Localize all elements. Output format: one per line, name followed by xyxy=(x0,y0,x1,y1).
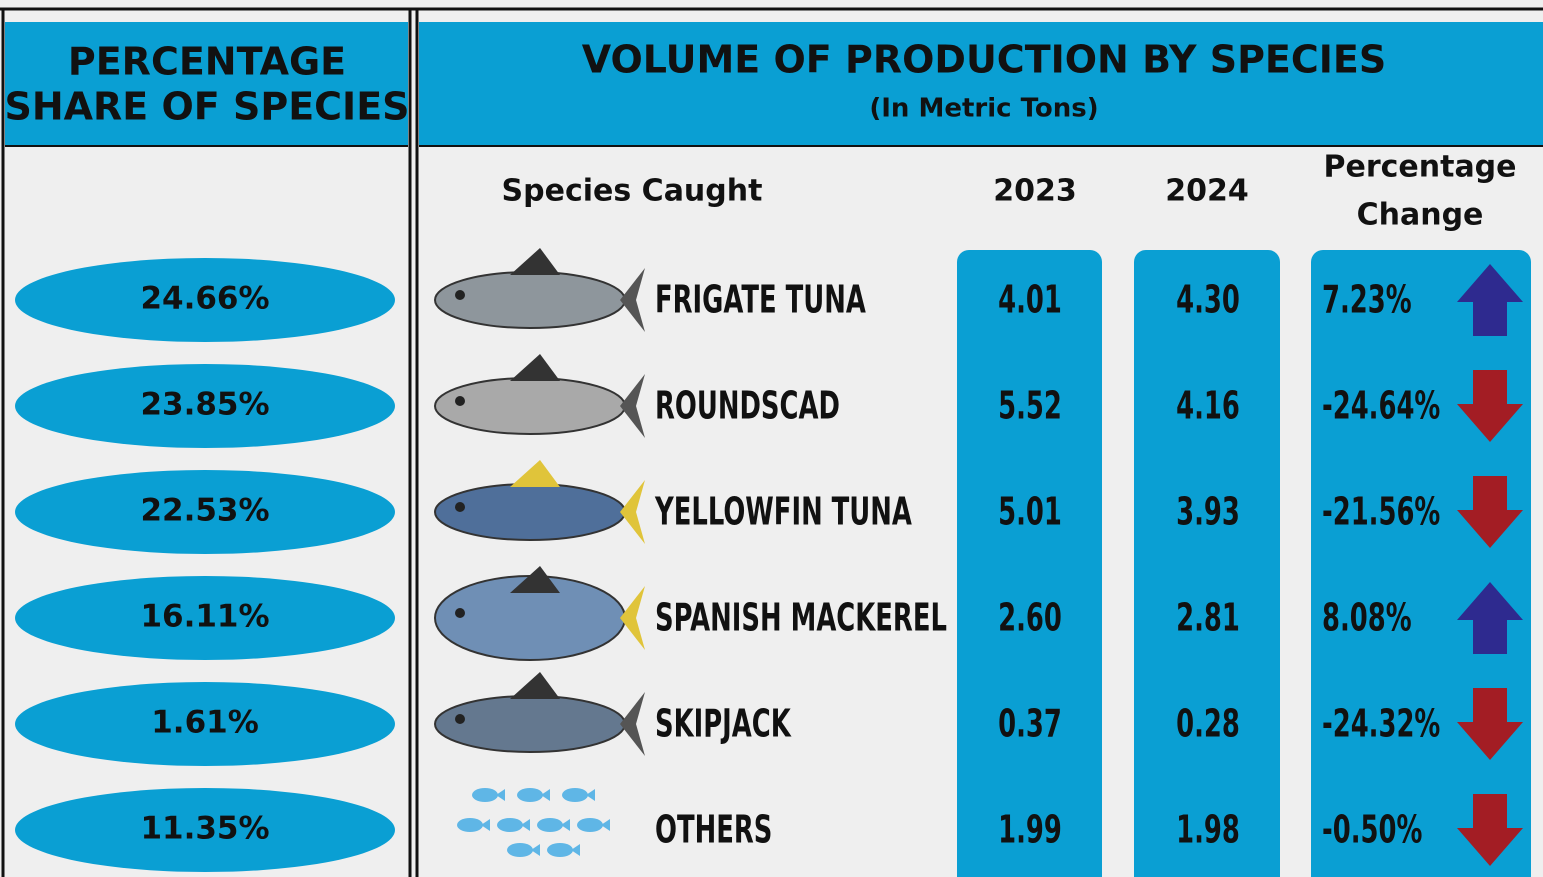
column-header: Change xyxy=(1357,198,1484,233)
share-value: 22.53% xyxy=(140,493,269,529)
cell: -21.56% xyxy=(1322,489,1440,533)
left-title: SHARE OF SPECIES xyxy=(4,85,409,129)
left-title: PERCENTAGE xyxy=(68,40,346,84)
fish-eye xyxy=(455,502,465,512)
fish-eye xyxy=(455,608,465,618)
column-panel xyxy=(1311,250,1531,877)
cell: SPANISH MACKEREL xyxy=(655,595,947,639)
cell: SKIPJACK xyxy=(655,701,792,745)
cell: 1.99 xyxy=(998,807,1062,851)
cell-text: 8.08% xyxy=(1322,595,1412,639)
small-fish xyxy=(577,818,603,832)
cell-text: 1.98 xyxy=(1176,807,1240,851)
cell-text: 3.93 xyxy=(1176,489,1240,533)
column-panel xyxy=(957,250,1102,877)
fish-body xyxy=(435,696,625,752)
fish-eye xyxy=(455,714,465,724)
infographic: PERCENTAGE SHARE OF SPECIES VOLUME OF PR… xyxy=(0,0,1543,877)
cell: -24.64% xyxy=(1322,383,1440,427)
cell-text: -24.32% xyxy=(1322,701,1440,745)
cell: 4.30 xyxy=(1176,277,1240,321)
column-header: Species Caught xyxy=(502,174,763,209)
cell: 2.60 xyxy=(998,595,1062,639)
cell-text: 2.60 xyxy=(998,595,1062,639)
fish-body xyxy=(435,272,625,328)
small-fish xyxy=(517,788,543,802)
cell-text: 5.01 xyxy=(998,489,1062,533)
cell: FRIGATE TUNA xyxy=(655,277,866,321)
cell-text: 1.99 xyxy=(998,807,1062,851)
cell-text: 4.16 xyxy=(1176,383,1240,427)
cell-text: SPANISH MACKEREL xyxy=(655,595,947,639)
cell: 5.01 xyxy=(998,489,1062,533)
column-header: 2023 xyxy=(993,174,1077,209)
cell-text: ROUNDSCAD xyxy=(655,383,840,427)
cell: 7.23% xyxy=(1322,277,1412,321)
cell-text: 0.28 xyxy=(1176,701,1240,745)
cell-text: -21.56% xyxy=(1322,489,1440,533)
cell: 3.93 xyxy=(1176,489,1240,533)
small-fish xyxy=(497,818,523,832)
cell-text: YELLOWFIN TUNA xyxy=(654,489,912,533)
small-fish xyxy=(537,818,563,832)
right-title: VOLUME OF PRODUCTION BY SPECIES xyxy=(582,38,1387,82)
cell-text: -0.50% xyxy=(1322,807,1422,851)
cell-text: 7.23% xyxy=(1322,277,1412,321)
cell-text: 4.01 xyxy=(998,277,1062,321)
small-fish xyxy=(507,843,533,857)
small-fish xyxy=(562,788,588,802)
fish-eye xyxy=(455,396,465,406)
fish-body xyxy=(435,484,625,540)
small-fish xyxy=(472,788,498,802)
cell-text: 2.81 xyxy=(1176,595,1240,639)
cell-text: -24.64% xyxy=(1322,383,1440,427)
cell: 0.37 xyxy=(998,701,1062,745)
cell: 5.52 xyxy=(998,383,1062,427)
fish-body xyxy=(435,378,625,434)
cell: 4.01 xyxy=(998,277,1062,321)
cell: 2.81 xyxy=(1176,595,1240,639)
small-fish xyxy=(457,818,483,832)
cell: 8.08% xyxy=(1322,595,1412,639)
share-value: 11.35% xyxy=(140,811,269,847)
cell-text: OTHERS xyxy=(655,807,772,851)
cell: 4.16 xyxy=(1176,383,1240,427)
share-value: 24.66% xyxy=(140,281,269,317)
share-value: 16.11% xyxy=(140,599,269,635)
right-subtitle: (In Metric Tons) xyxy=(869,94,1098,124)
cell-text: 4.30 xyxy=(1176,277,1240,321)
cell-text: FRIGATE TUNA xyxy=(655,277,866,321)
cell: 0.28 xyxy=(1176,701,1240,745)
page: PERCENTAGE SHARE OF SPECIES VOLUME OF PR… xyxy=(0,0,1543,877)
cell-text: SKIPJACK xyxy=(655,701,792,745)
column-panel xyxy=(1134,250,1280,877)
share-value: 1.61% xyxy=(151,705,259,741)
small-fish xyxy=(547,843,573,857)
cell: YELLOWFIN TUNA xyxy=(654,489,912,533)
cell: -0.50% xyxy=(1322,807,1422,851)
fish-eye xyxy=(455,290,465,300)
cell-text: 0.37 xyxy=(998,701,1062,745)
share-value: 23.85% xyxy=(140,387,269,423)
cell: -24.32% xyxy=(1322,701,1440,745)
column-header: Percentage xyxy=(1323,150,1516,185)
column-header: 2024 xyxy=(1165,174,1249,209)
cell: 1.98 xyxy=(1176,807,1240,851)
cell-text: 5.52 xyxy=(998,383,1062,427)
cell: ROUNDSCAD xyxy=(655,383,840,427)
cell: OTHERS xyxy=(655,807,772,851)
